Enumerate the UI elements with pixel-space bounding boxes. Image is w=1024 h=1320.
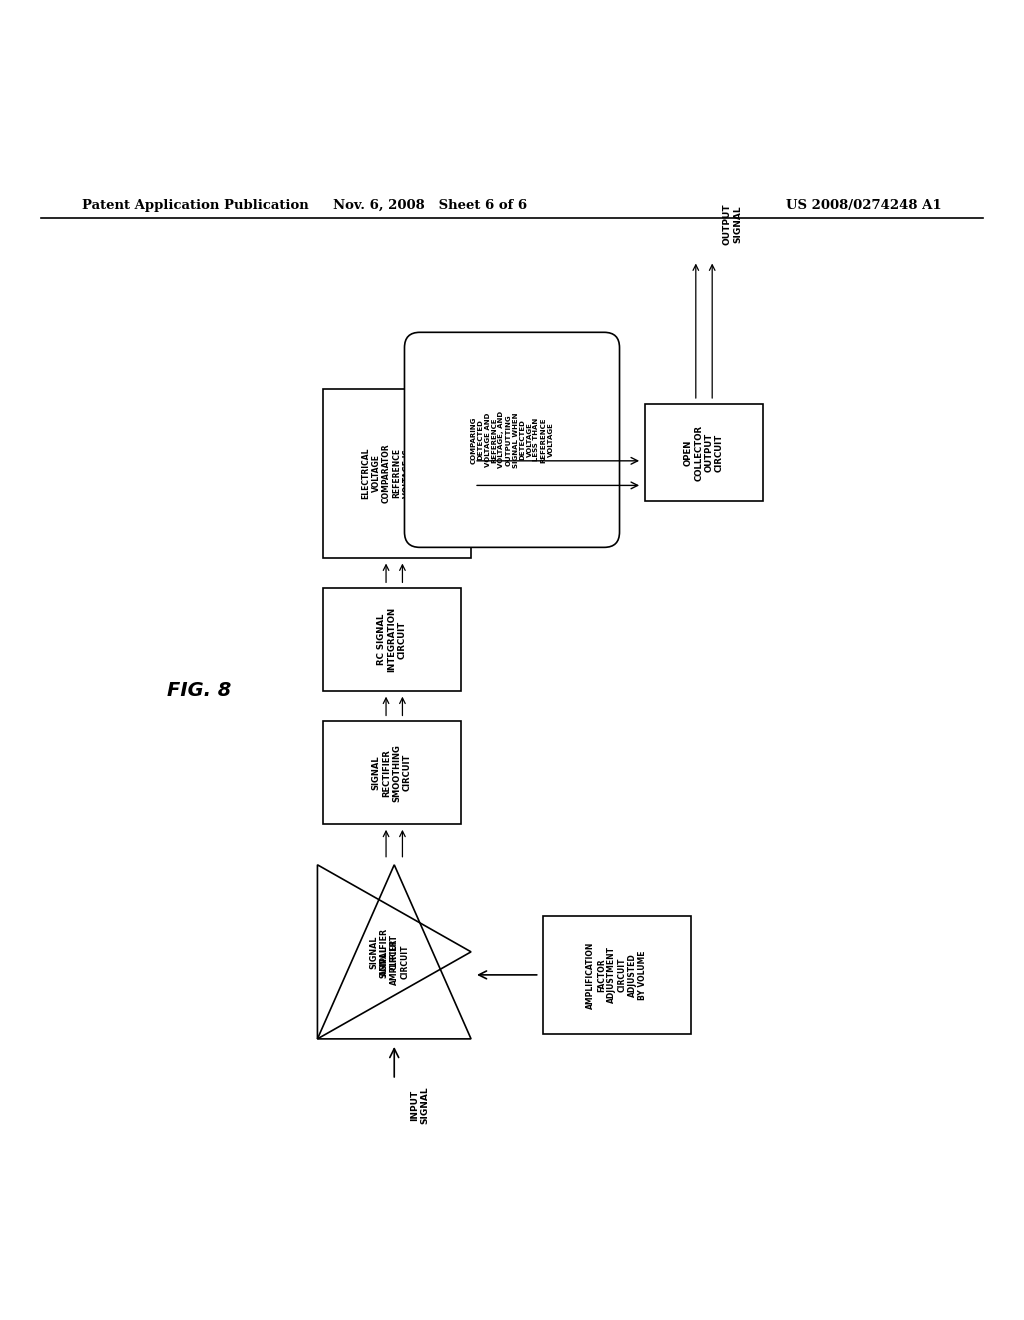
Text: Nov. 6, 2008   Sheet 6 of 6: Nov. 6, 2008 Sheet 6 of 6: [333, 199, 527, 211]
Bar: [323, 388, 471, 557]
FancyBboxPatch shape: [404, 333, 620, 548]
Text: US 2008/0274248 A1: US 2008/0274248 A1: [786, 199, 942, 211]
Text: Patent Application Publication: Patent Application Publication: [82, 199, 308, 211]
Text: RC SIGNAL
INTEGRATION
CIRCUIT: RC SIGNAL INTEGRATION CIRCUIT: [377, 607, 407, 672]
Bar: [645, 404, 763, 502]
Text: OPEN
COLLECTOR
OUTPUT
CIRCUIT: OPEN COLLECTOR OUTPUT CIRCUIT: [684, 425, 724, 480]
Bar: [543, 916, 691, 1034]
Text: ELECTRICAL
VOLTAGE
COMPARATOR
REFERENCE
VOLTAGE IS
ADJUSTABLE
BY VOLUME: ELECTRICAL VOLTAGE COMPARATOR REFERENCE …: [361, 444, 432, 503]
Bar: [323, 722, 461, 824]
Text: INPUT
SIGNAL: INPUT SIGNAL: [411, 1086, 429, 1125]
Text: SIGNAL
RECTIFIER
SMOOTHING
CIRCUIT: SIGNAL RECTIFIER SMOOTHING CIRCUIT: [372, 743, 412, 801]
Text: SIGNAL
AMPLIFIER
CIRCUIT: SIGNAL AMPLIFIER CIRCUIT: [379, 939, 410, 985]
Text: OUTPUT
SIGNAL: OUTPUT SIGNAL: [723, 203, 742, 246]
Text: COMPARING
DETECTED
VOLTAGE AND
REFERENCE
VOLTAGE, AND
OUTPUTTING
SIGNAL WHEN
DET: COMPARING DETECTED VOLTAGE AND REFERENCE…: [470, 412, 554, 469]
Text: AMPLIFICATION
FACTOR
ADJUSTMENT
CIRCUIT
ADJUSTED
BY VOLUME: AMPLIFICATION FACTOR ADJUSTMENT CIRCUIT …: [587, 941, 647, 1008]
Text: SIGNAL
AMPLIFIER
CIRCUIT: SIGNAL AMPLIFIER CIRCUIT: [369, 928, 399, 975]
Text: FIG. 8: FIG. 8: [168, 681, 231, 700]
Bar: [323, 589, 461, 690]
